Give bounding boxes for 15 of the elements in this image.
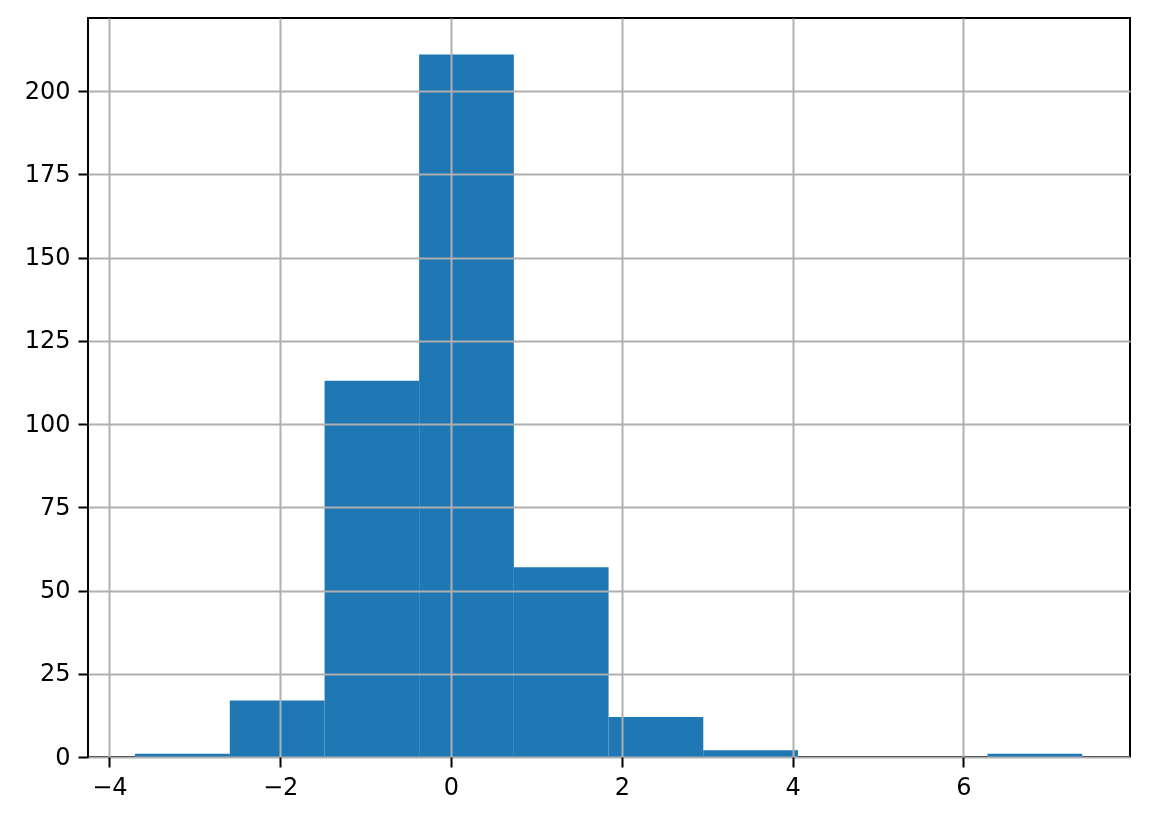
y-tick-label: 150 [24,243,71,272]
x-tick-label: 2 [614,772,630,801]
y-tick-label: 0 [55,742,71,771]
y-tick-label: 50 [39,576,71,605]
y-tick-label: 175 [24,159,71,188]
x-tick-label: 6 [956,772,972,801]
x-tick-label: −4 [92,772,128,801]
y-tick-label: 125 [24,326,71,355]
y-tick-label: 75 [39,492,71,521]
y-tick-label: 200 [24,76,71,105]
x-tick-label: 4 [785,772,801,801]
y-tick-label: 25 [39,659,71,688]
y-tick-label: 100 [24,409,71,438]
x-tick-label: 0 [443,772,460,801]
x-tick-label: −2 [262,772,299,801]
